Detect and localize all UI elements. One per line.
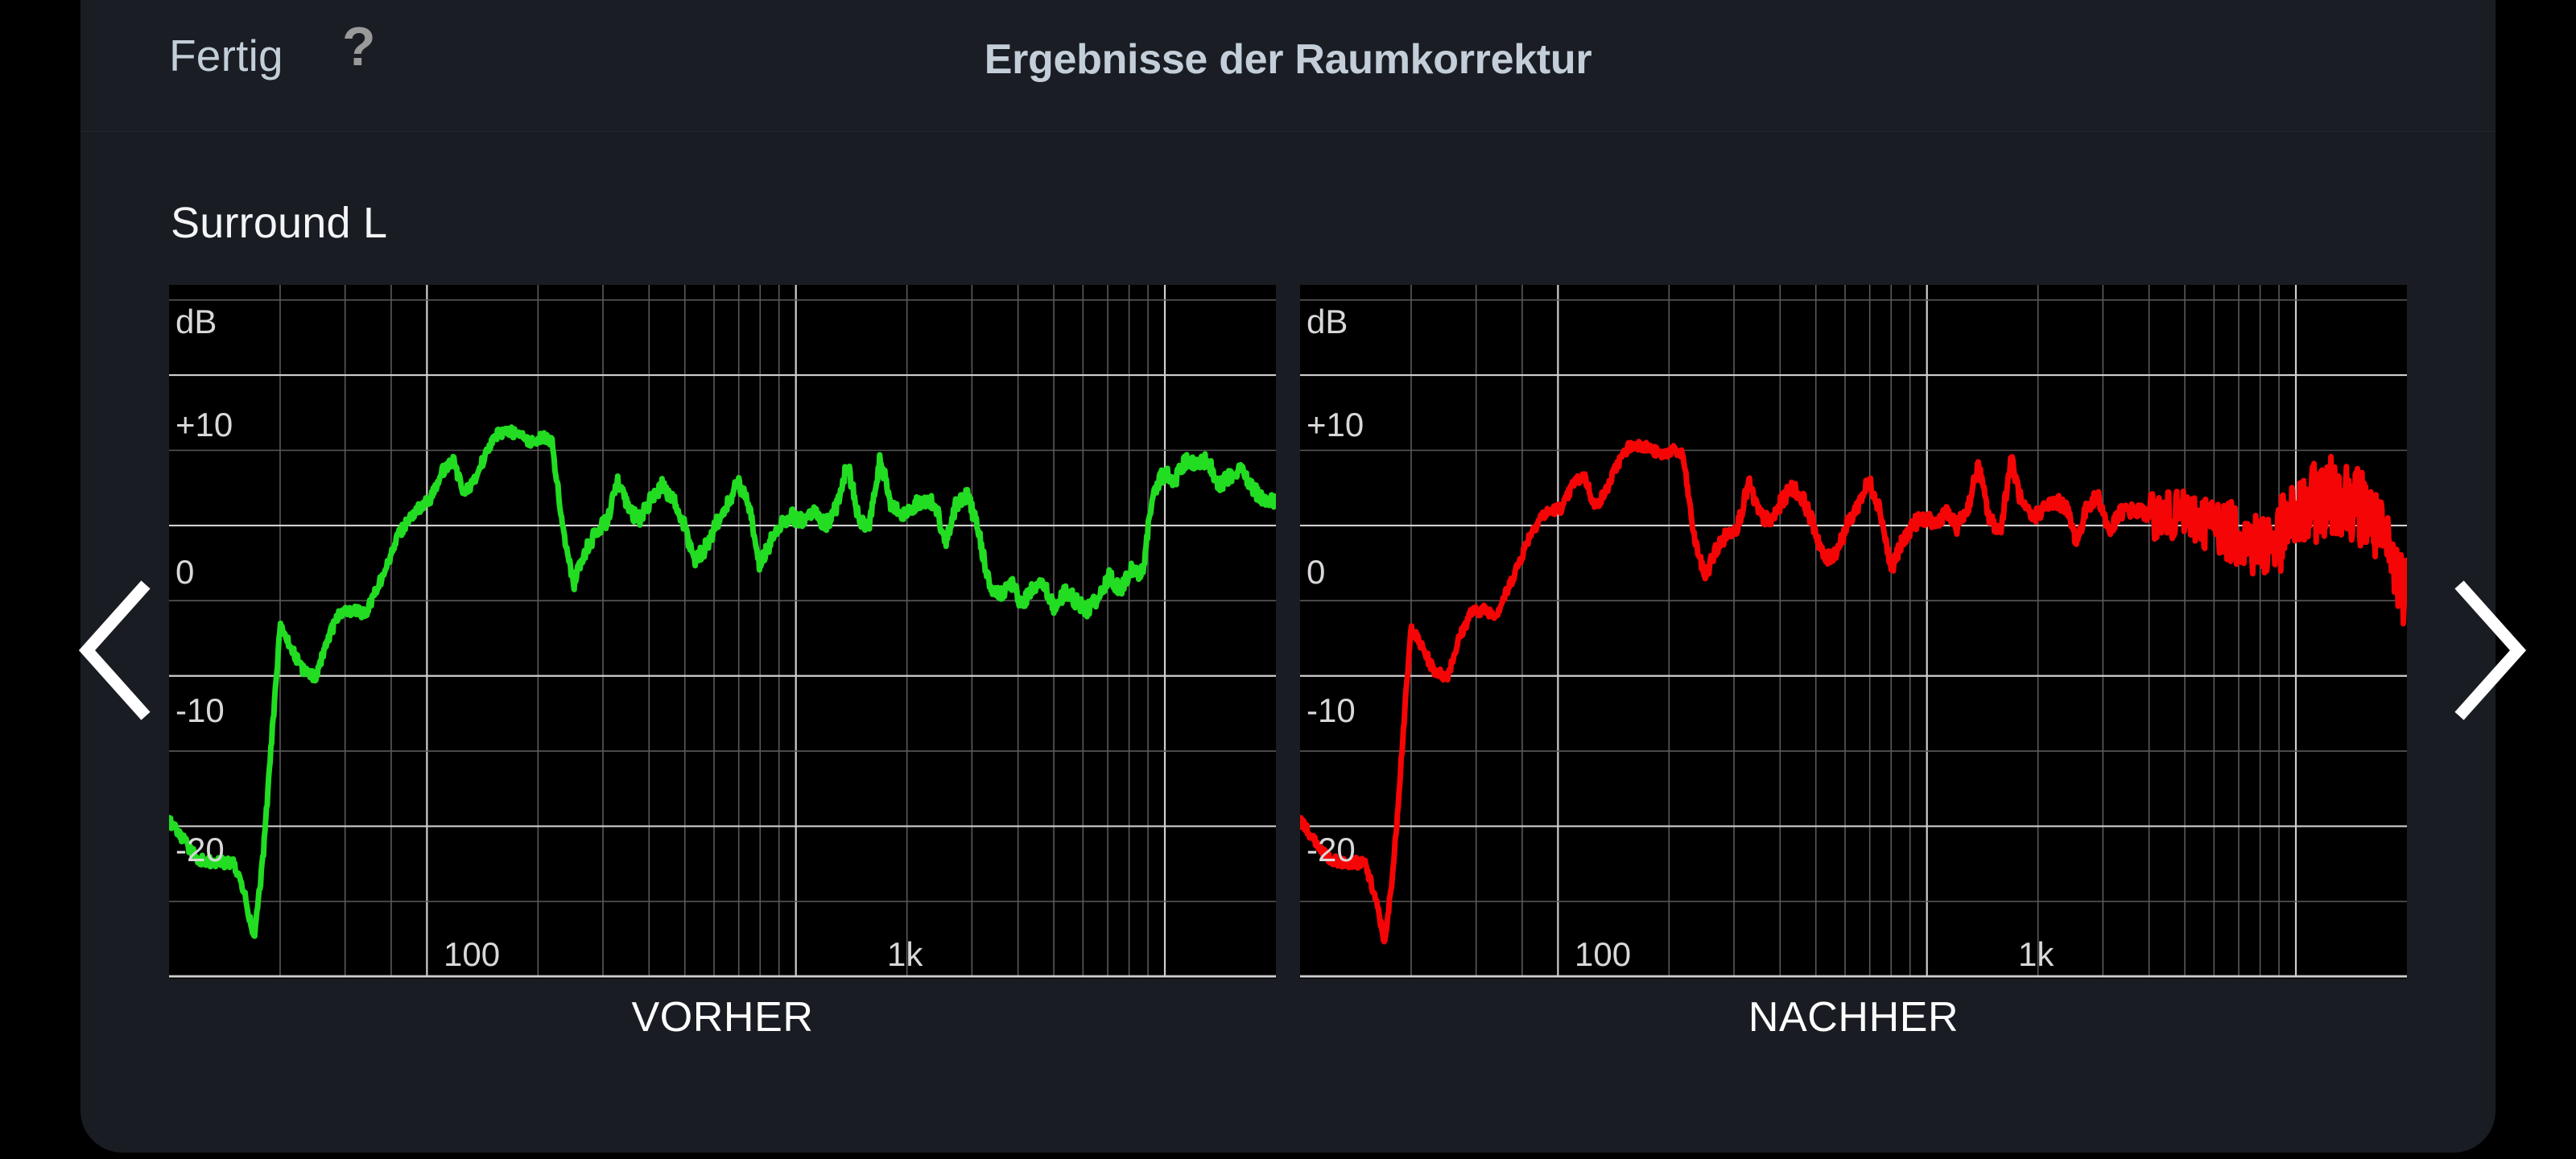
frequency-response-plot-before: dB +10 0 -10 -20 100 1k 10k Hz (169, 285, 1276, 979)
done-button[interactable]: Fertig (169, 31, 283, 80)
chevron-right-icon[interactable] (2446, 578, 2534, 723)
plot-canvas-before (169, 285, 1276, 978)
chevron-left-icon[interactable] (71, 578, 159, 723)
chart-caption-before: VORHER (631, 994, 814, 1041)
charts-row: dB +10 0 -10 -20 100 1k 10k Hz VORHER (169, 285, 2407, 1041)
chart-block-after: dB +10 0 -10 -20 100 1k 10k Hz NACHHER (1300, 285, 2407, 1041)
question-mark-icon[interactable]: ? (342, 16, 376, 77)
results-dialog-card: Fertig ? Ergebnisse der Raumkorrektur Su… (80, 0, 2496, 1153)
channel-label: Surround L (171, 199, 388, 247)
dialog-body: Surround L dB +10 0 -10 -20 100 1k 10k H… (80, 132, 2496, 1153)
dialog-header: Fertig ? Ergebnisse der Raumkorrektur (80, 0, 2496, 132)
chart-caption-after: NACHHER (1748, 994, 1959, 1041)
chart-block-before: dB +10 0 -10 -20 100 1k 10k Hz VORHER (169, 285, 1276, 1041)
frequency-response-plot-after: dB +10 0 -10 -20 100 1k 10k Hz (1300, 285, 2407, 979)
page-title: Ergebnisse der Raumkorrektur (984, 36, 1592, 83)
plot-canvas-after (1300, 285, 2407, 978)
